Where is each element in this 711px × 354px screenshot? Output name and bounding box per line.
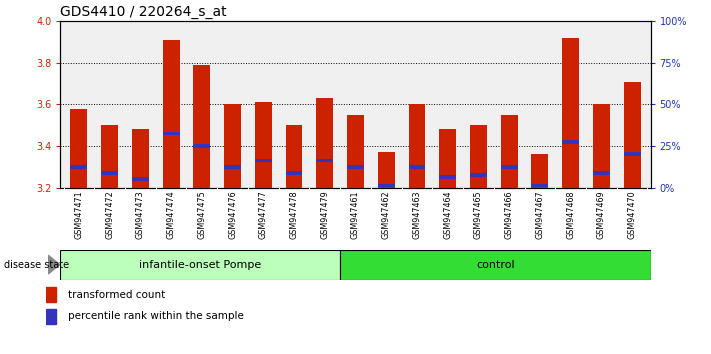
Text: GSM947477: GSM947477 — [259, 191, 268, 239]
Text: GSM947466: GSM947466 — [505, 191, 513, 239]
Text: GSM947473: GSM947473 — [136, 191, 145, 239]
Bar — [193, 144, 210, 148]
Text: GSM947464: GSM947464 — [443, 191, 452, 239]
Bar — [439, 130, 456, 188]
Bar — [624, 153, 641, 156]
Text: GSM947479: GSM947479 — [320, 191, 329, 239]
Bar — [470, 125, 487, 188]
Bar — [286, 171, 302, 175]
Text: percentile rank within the sample: percentile rank within the sample — [68, 311, 243, 321]
Text: GSM947475: GSM947475 — [198, 191, 206, 239]
Bar — [439, 175, 456, 179]
Text: GSM947468: GSM947468 — [566, 191, 575, 239]
Bar — [409, 165, 425, 169]
Bar — [347, 165, 364, 169]
Bar — [60, 250, 340, 280]
Bar — [378, 152, 395, 188]
Bar — [255, 159, 272, 162]
Bar — [224, 104, 241, 188]
Bar — [255, 102, 272, 188]
Text: GSM947469: GSM947469 — [597, 191, 606, 239]
Bar — [101, 125, 118, 188]
Bar — [101, 171, 118, 175]
Text: transformed count: transformed count — [68, 290, 165, 300]
Bar — [46, 287, 56, 302]
Bar — [531, 184, 548, 187]
Text: GSM947462: GSM947462 — [382, 191, 391, 239]
Bar — [163, 132, 180, 136]
Bar — [193, 65, 210, 188]
Text: control: control — [476, 259, 515, 270]
Bar — [316, 159, 333, 162]
Bar — [593, 171, 610, 175]
Polygon shape — [48, 255, 60, 274]
Bar — [593, 104, 610, 188]
Bar — [163, 40, 180, 188]
Bar — [70, 165, 87, 169]
Bar — [562, 140, 579, 144]
Bar — [224, 165, 241, 169]
Text: GSM947474: GSM947474 — [166, 191, 176, 239]
Bar — [340, 250, 651, 280]
Bar — [624, 81, 641, 188]
Bar — [501, 115, 518, 188]
Text: GDS4410 / 220264_s_at: GDS4410 / 220264_s_at — [60, 5, 227, 19]
Bar — [409, 104, 425, 188]
Bar — [316, 98, 333, 188]
Text: GSM947478: GSM947478 — [289, 191, 299, 239]
Bar — [501, 165, 518, 169]
Bar — [46, 309, 56, 324]
Text: disease state: disease state — [4, 259, 69, 270]
Text: GSM947472: GSM947472 — [105, 191, 114, 239]
Text: GSM947463: GSM947463 — [412, 191, 422, 239]
Text: GSM947467: GSM947467 — [535, 191, 545, 239]
Bar — [470, 173, 487, 177]
Bar — [347, 115, 364, 188]
Text: GSM947465: GSM947465 — [474, 191, 483, 239]
Text: GSM947476: GSM947476 — [228, 191, 237, 239]
Bar — [286, 125, 302, 188]
Text: GSM947471: GSM947471 — [75, 191, 83, 239]
Bar — [562, 38, 579, 188]
Bar — [378, 184, 395, 187]
Bar — [132, 177, 149, 181]
Bar — [70, 109, 87, 188]
Text: infantile-onset Pompe: infantile-onset Pompe — [139, 259, 262, 270]
Text: GSM947470: GSM947470 — [628, 191, 636, 239]
Bar — [531, 154, 548, 188]
Text: GSM947461: GSM947461 — [351, 191, 360, 239]
Bar — [132, 130, 149, 188]
